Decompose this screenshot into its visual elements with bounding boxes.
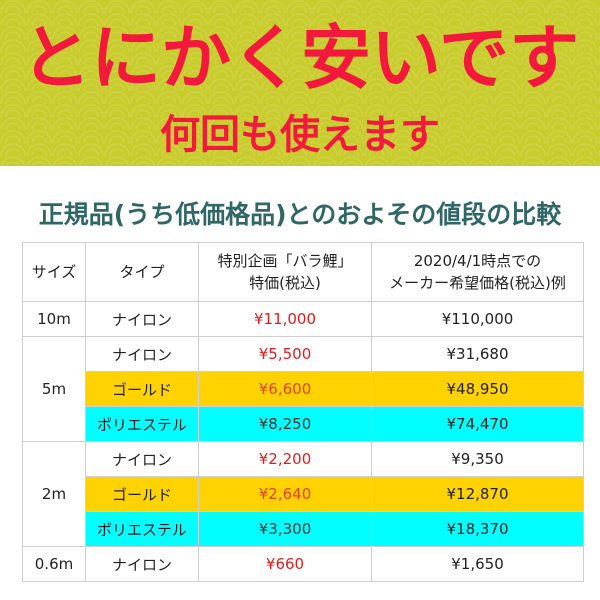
type-cell: ゴールド [85,371,199,407]
msrp-cell: ¥31,680 [371,336,584,372]
size-cell: 2m [22,441,86,547]
special-price-cell: ¥660 [198,546,372,582]
msrp-cell: ¥110,000 [371,301,584,337]
size-cell: 5m [22,336,86,442]
column-header: 2020/4/1時点での メーカー希望価格(税込)例 [371,242,584,302]
price-comparison-table: サイズ タイプ 特別企画「バラ鯉」 特価(税込) 2020/4/1時点での メーカー希望価… [22,242,584,582]
column-header: タイプ [85,242,199,302]
type-cell: ポリエステル [85,406,199,442]
type-cell: ナイロン [85,441,199,477]
type-cell: ゴールド [85,476,199,512]
table-row: ゴールド ¥2,640 ¥12,870 [23,476,584,512]
type-cell: ナイロン [85,336,199,372]
msrp-cell: ¥1,650 [371,546,584,582]
special-price-cell: ¥5,500 [198,336,372,372]
table-row: ポリエステル ¥8,250 ¥74,470 [23,406,584,442]
msrp-cell: ¥18,370 [371,511,584,547]
headline: とにかく安いです [21,17,579,99]
banner: とにかく安いです 何回も使えます [0,0,600,166]
msrp-cell: ¥9,350 [371,441,584,477]
comparison-title: 正規品(うち低価格品)とのおよその値段の比較 [38,200,562,229]
type-cell: ポリエステル [85,511,199,547]
msrp-cell: ¥74,470 [371,406,584,442]
table-row: 2m ナイロン ¥2,200 ¥9,350 [22,441,584,547]
size-cell: 0.6m [22,546,86,582]
type-cell: ナイロン [85,301,199,337]
type-cell: ナイロン [85,546,199,582]
special-price-cell: ¥2,640 [198,476,372,512]
header-row: サイズ タイプ 特別企画「バラ鯉」 特価(税込) 2020/4/1時点での メーカー希望価… [22,242,584,302]
msrp-cell: ¥48,950 [371,371,584,407]
special-price-cell: ¥8,250 [198,406,372,442]
table-row: 0.6m ナイロン ¥660 ¥1,650 [22,546,584,582]
special-price-cell: ¥2,200 [198,441,372,477]
size-cell: 10m [22,301,86,337]
special-price-cell: ¥3,300 [198,511,372,547]
subline: 何回も使えます [160,112,440,158]
column-header: サイズ [22,242,86,302]
special-price-cell: ¥11,000 [198,301,372,337]
msrp-cell: ¥12,870 [371,476,584,512]
table-row: ポリエステル ¥3,300 ¥18,370 [23,511,584,547]
special-price-cell: ¥6,600 [198,371,372,407]
table-row: 10m ナイロン ¥11,000 ¥110,000 [22,301,584,337]
table-row: ゴールド ¥6,600 ¥48,950 [23,371,584,407]
table-row: 5m ナイロン ¥5,500 ¥31,680 [22,336,584,442]
column-header: 特別企画「バラ鯉」 特価(税込) [198,242,372,302]
